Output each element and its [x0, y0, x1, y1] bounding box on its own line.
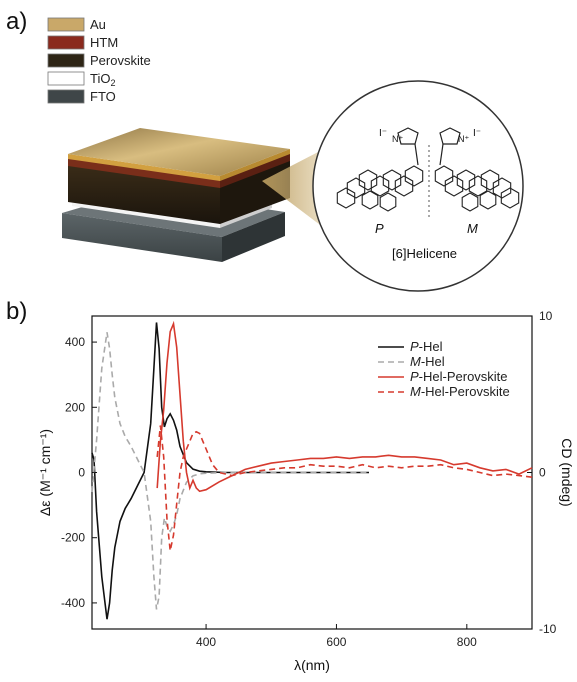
y-tick-label-2: 0 [78, 466, 85, 480]
y-tick-label-3: -200 [61, 531, 85, 545]
iodide-left: I⁻ [379, 128, 387, 139]
legend-label-2: P-Hel-Perovskite [410, 369, 508, 384]
y-tick-label-1: 200 [65, 400, 85, 414]
layer-label-3: TiO2 [90, 71, 115, 88]
series-line-2 [156, 320, 533, 493]
legend-label-3: M-Hel-Perovskite [410, 384, 510, 399]
nitrogen-plus-right: N⁺ [458, 134, 469, 144]
enantiomer-p: P [375, 221, 384, 236]
layer-swatch-3 [47, 71, 85, 86]
nitrogen-plus-left: N⁺ [392, 134, 403, 144]
iodide-right: I⁻ [473, 128, 481, 139]
enantiomer-m: M [467, 221, 478, 236]
y2-tick-label-2: -10 [539, 622, 557, 636]
legend-label-1: M-Hel [410, 354, 445, 369]
layer-swatch-0 [47, 17, 85, 32]
series-line-3 [156, 425, 533, 551]
layer-swatch-4 [47, 89, 85, 104]
layer-swatch-1 [47, 35, 85, 50]
x-tick-label-1: 600 [326, 635, 346, 649]
layer-label-4: FTO [90, 89, 116, 104]
layer-label-0: Au [90, 17, 106, 32]
series-line-1 [91, 332, 369, 610]
layer-label-2: Perovskite [90, 53, 151, 68]
y2-tick-label-0: 10 [539, 309, 553, 323]
series-line-0 [91, 322, 369, 620]
y2-tick-label-1: 0 [539, 466, 546, 480]
y2-axis-title: CD (mdeg) [559, 438, 575, 506]
device-stack [62, 128, 290, 262]
y-tick-label-4: -400 [61, 596, 85, 610]
layer-swatch-2 [47, 53, 85, 68]
molecule-inset: I⁻ N⁺ I⁻ N⁺ P M [6]Helicene [312, 80, 524, 292]
x-axis-title: λ(nm) [294, 657, 330, 673]
panel-b-label: b) [6, 298, 28, 325]
layer-label-1: HTM [90, 35, 118, 50]
panel-a-label: a) [6, 8, 28, 35]
y-axis-title: Δε (M⁻¹ cm⁻¹) [37, 429, 53, 516]
helicene-caption: [6]Helicene [392, 246, 457, 261]
legend-label-0: P-Hel [410, 339, 443, 354]
x-tick-label-0: 400 [196, 635, 216, 649]
y-tick-label-0: 400 [65, 335, 85, 349]
x-tick-label-2: 800 [457, 635, 477, 649]
